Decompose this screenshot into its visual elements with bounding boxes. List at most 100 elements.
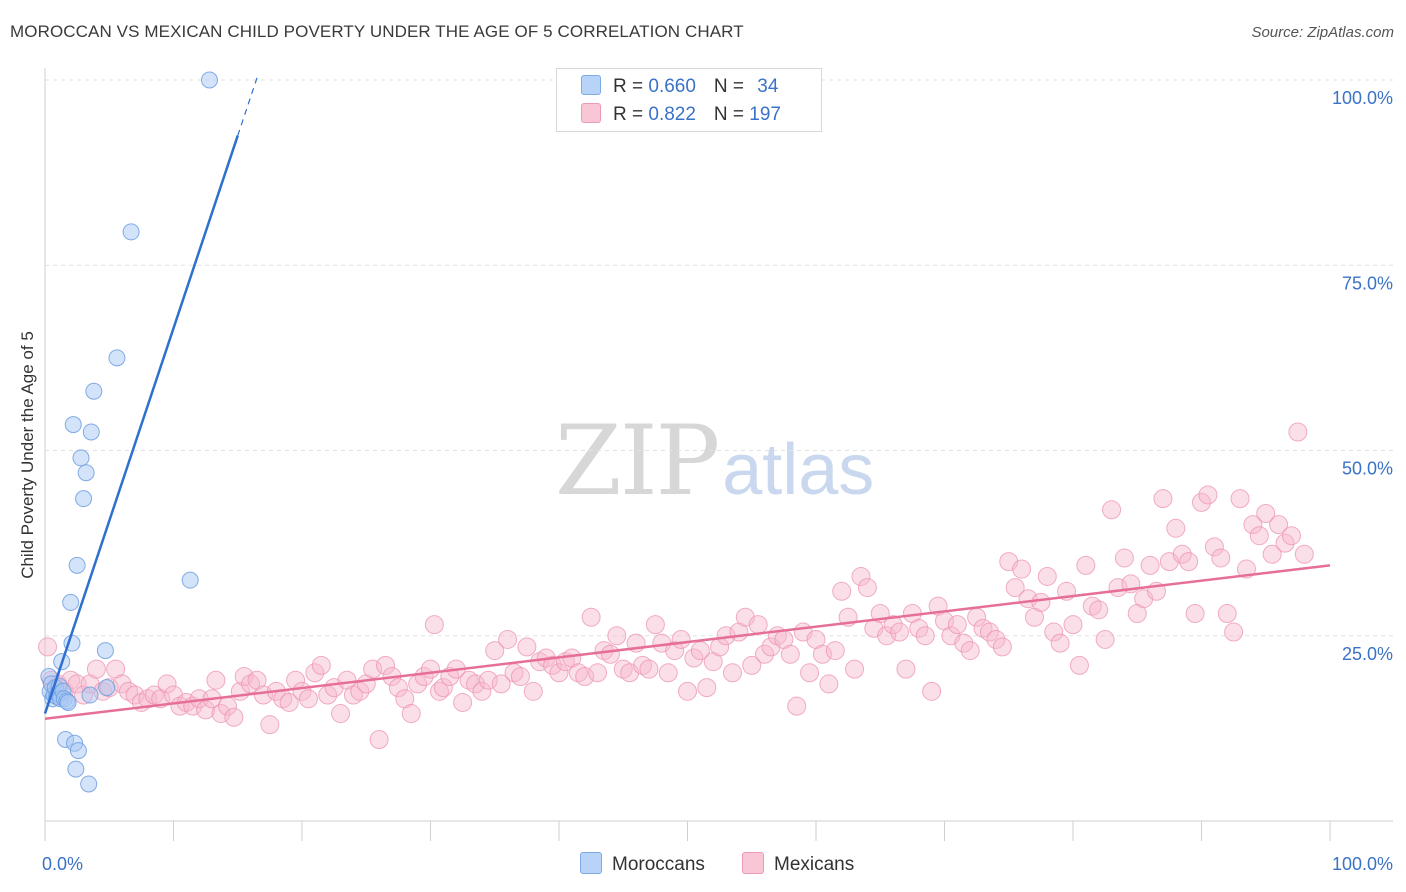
mexicans-point — [485, 641, 505, 661]
legend-row-mexicans: R = 0.822 N = 197 — [581, 103, 781, 126]
mexicans-point — [1224, 622, 1244, 642]
mexicans-point — [206, 670, 226, 690]
moroccans-point — [181, 571, 199, 589]
mexicans-point — [224, 707, 244, 727]
mexicans-point — [722, 663, 742, 683]
mexicans-point — [986, 629, 1006, 649]
mexicans-point — [613, 659, 633, 679]
mexicans-point — [331, 704, 351, 724]
mexicans-point — [388, 678, 408, 698]
moroccans-swatch — [581, 75, 601, 95]
mexicans-point — [742, 655, 762, 675]
mexicans-point — [517, 637, 537, 657]
mexicans-point — [1012, 559, 1032, 579]
mexicans-point — [1211, 548, 1231, 568]
mexicans-point — [748, 615, 768, 635]
mexicans-point — [825, 641, 845, 661]
mexicans-point — [973, 618, 993, 638]
mexicans-point — [38, 637, 58, 657]
series-legend-mexicans[interactable]: Mexicans — [742, 852, 854, 876]
mexicans-point — [857, 578, 877, 598]
mexicans-point — [1192, 492, 1211, 512]
mexicans-point — [260, 715, 280, 735]
mexicans-point — [401, 704, 421, 724]
mexicans-point — [588, 663, 608, 683]
mexicans-point — [491, 674, 511, 694]
mexicans-point — [1198, 485, 1218, 505]
mexicans-point — [1288, 422, 1308, 442]
moroccans-point — [64, 416, 82, 434]
mexicans-point — [1095, 629, 1115, 649]
mexicans-point — [755, 644, 775, 664]
mexicans-point — [896, 659, 916, 679]
mexicans-point — [253, 685, 273, 705]
mexicans-point — [311, 655, 331, 675]
moroccans-point — [62, 593, 80, 611]
mexicans-point — [851, 566, 871, 586]
mexicans-point — [671, 629, 691, 649]
mexicans-point — [800, 663, 820, 683]
mexicans-point — [376, 655, 396, 675]
mexicans-point — [1256, 503, 1276, 523]
mexicans-point — [1153, 489, 1173, 509]
mexicans-point — [665, 641, 685, 661]
moroccans-trend-extension — [237, 77, 258, 136]
moroccans-point — [69, 742, 87, 760]
mexicans-point — [960, 641, 980, 661]
tick-labels: 25.0% 50.0% 75.0% 100.0% 0.0% 100.0% — [42, 88, 1393, 874]
mexicans-point — [1185, 604, 1205, 624]
y-tick-label: 75.0% — [1342, 273, 1393, 293]
mexicans-swatch — [581, 103, 601, 123]
mexicans-point — [119, 681, 139, 701]
y-tick-label: 50.0% — [1342, 459, 1393, 479]
legend-r-label: R = — [613, 104, 649, 125]
mexicans-point — [787, 696, 807, 716]
moroccans-point — [80, 775, 98, 793]
x-tick-label: 0.0% — [42, 854, 83, 874]
legend-r-value-mexicans: 0.822 — [648, 104, 696, 125]
mexicans-point — [543, 655, 563, 675]
mexicans-point — [909, 618, 929, 638]
mexicans-point — [523, 681, 543, 701]
mexicans-point — [1249, 526, 1269, 546]
mexicans-point — [498, 629, 518, 649]
mexicans-point — [125, 685, 145, 705]
moroccans-legend-swatch — [580, 852, 602, 874]
moroccans-point — [85, 382, 103, 400]
moroccans-point — [200, 71, 218, 89]
series-legend-moroccans[interactable]: Moroccans — [580, 852, 705, 876]
mexicans-point — [575, 667, 595, 687]
y-tick-label: 100.0% — [1332, 88, 1393, 108]
legend-r-value-moroccans: 0.660 — [648, 76, 696, 97]
mexicans-point — [1089, 600, 1109, 620]
mexicans-point — [1018, 589, 1038, 609]
mexicans-point — [658, 663, 678, 683]
mexicans-point — [947, 615, 967, 635]
mexicans-point — [1294, 544, 1314, 564]
mexicans-point — [979, 622, 999, 642]
moroccans-point — [68, 556, 86, 574]
mexicans-point — [1037, 566, 1057, 586]
x-tick-label: 100.0% — [1332, 854, 1393, 874]
mexicans-point — [1140, 555, 1160, 575]
mexicans-point — [1230, 489, 1250, 509]
trend-lines — [43, 77, 1331, 720]
mexicans-point — [478, 670, 498, 690]
mexicans-point — [922, 681, 942, 701]
moroccans-point — [122, 223, 140, 241]
mexicans-point — [421, 659, 440, 679]
mexicans-point — [812, 644, 832, 664]
mexicans-point — [234, 667, 254, 687]
legend-n-label: N = — [713, 104, 750, 125]
mexicans-point — [1076, 555, 1096, 575]
mexicans-point — [581, 607, 601, 627]
moroccans-point — [96, 642, 114, 660]
mexicans-point — [1275, 533, 1295, 553]
moroccans-point — [77, 464, 95, 482]
mexicans-point — [1082, 596, 1102, 616]
legend-r-label: R = — [613, 76, 649, 97]
mexicans-point — [890, 622, 910, 642]
mexicans-point — [780, 644, 800, 664]
mexicans-point — [1217, 604, 1237, 624]
y-axis-label: Child Poverty Under the Age of 5 — [18, 331, 37, 579]
